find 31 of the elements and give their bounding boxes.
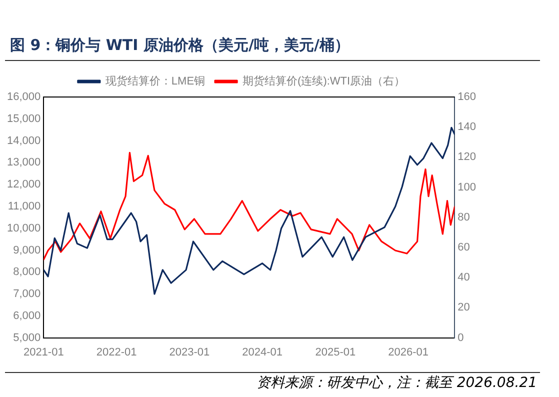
y-tick-label: 15,000 [6, 112, 41, 125]
x-tick-label: 2023-01 [169, 346, 210, 358]
y-tick-label: 6,000 [13, 310, 41, 322]
y-tick-label: 5,000 [13, 332, 41, 344]
y-tick-label: 16,000 [6, 91, 41, 104]
y-tick-label: 11,000 [8, 200, 41, 212]
y-tick-label: 12,000 [6, 178, 41, 191]
chart-title: 图 9：铜价与 WTI 原油价格（美元/吨，美元/桶） [10, 36, 350, 55]
y-tick-label: 13,000 [6, 156, 41, 169]
x-tick-label: 2021-01 [23, 346, 64, 358]
legend-label: 期货结算价(连续):WTI原油（右） [242, 74, 406, 88]
x-tick-label: 2025-01 [315, 346, 356, 358]
y2-tick-label: 160 [458, 91, 476, 104]
y2-tick-label: 0 [458, 332, 464, 344]
y2-tick-label: 40 [458, 272, 470, 284]
text: 资料来源：研发中心，注：截至 2026.08.21 [256, 374, 537, 392]
y-tick-label: 9,000 [13, 244, 41, 256]
y2-tick-label: 20 [458, 302, 470, 314]
y-tick-label: 7,000 [13, 288, 41, 300]
x-tick-label: 2022-01 [96, 346, 137, 358]
y2-tick-label: 140 [458, 121, 476, 134]
y-tick-label: 10,000 [6, 222, 41, 234]
x-tick-label: 2024-01 [242, 346, 283, 358]
y-tick-label: 14,000 [6, 134, 41, 147]
x-tick-label: 2026-01 [388, 346, 428, 358]
legend-label: 现货结算价：LME铜 [105, 74, 206, 88]
y2-tick-label: 120 [458, 151, 476, 164]
y2-tick-label: 100 [458, 181, 476, 194]
y-tick-label: 8,000 [13, 266, 41, 278]
y2-tick-label: 60 [458, 242, 470, 254]
y2-tick-label: 80 [458, 211, 470, 224]
